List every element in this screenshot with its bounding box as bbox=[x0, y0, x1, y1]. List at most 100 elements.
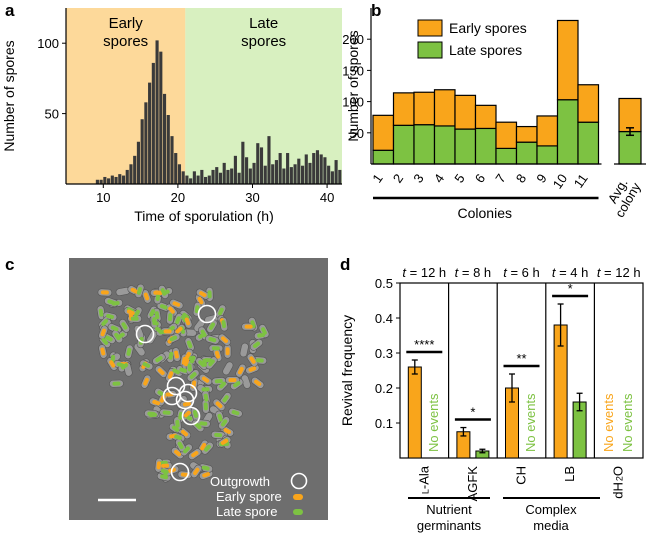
panel-c-micrograph: Outgrowth Early spore Late spore bbox=[69, 258, 328, 520]
histogram-bar bbox=[107, 178, 111, 184]
no-events-late: No events bbox=[523, 393, 538, 452]
histogram-bar bbox=[151, 62, 155, 184]
early-spore bbox=[193, 467, 200, 476]
group-label-complex-line2: media bbox=[533, 518, 569, 533]
early-spore bbox=[197, 296, 204, 305]
histogram-bar bbox=[159, 51, 163, 185]
late-spore bbox=[130, 316, 139, 321]
bar-late-spores bbox=[536, 145, 559, 165]
avg-bar-late-spores bbox=[618, 130, 642, 165]
late-spore bbox=[204, 358, 213, 363]
histogram-bar bbox=[315, 150, 320, 184]
histogram-bar bbox=[200, 169, 204, 184]
late-spore bbox=[126, 347, 132, 356]
late-spore bbox=[220, 419, 228, 427]
colony-tick-label: 1 bbox=[369, 171, 385, 186]
late-spore bbox=[168, 351, 174, 360]
late-spore bbox=[106, 313, 114, 319]
category-label-lala: L-Ala bbox=[416, 465, 431, 494]
early-spore bbox=[225, 347, 230, 356]
panel-a-axes: 10 20 30 40 50 100 bbox=[37, 8, 342, 205]
histogram-bar bbox=[289, 167, 293, 184]
outgrowth-circle bbox=[197, 304, 217, 324]
late-spore bbox=[162, 410, 171, 415]
early-spore bbox=[172, 301, 181, 307]
timepoint-label: t = 6 h bbox=[503, 265, 540, 280]
late-spore bbox=[110, 325, 119, 332]
legend-outgrowth-label: Outgrowth bbox=[210, 474, 270, 489]
histogram-bar bbox=[129, 164, 133, 184]
no-events-early: No events bbox=[601, 393, 616, 452]
histogram-bars bbox=[95, 40, 342, 185]
bar-late-spores bbox=[372, 149, 395, 165]
early-spore bbox=[126, 309, 135, 316]
late-spore bbox=[221, 320, 227, 329]
histogram-bar bbox=[170, 136, 174, 184]
panel-b-stacked-bars: 1 2 3 4 5 6 7 8 9 10 11 50 100 150 200 Early spores La… bbox=[342, 8, 646, 221]
late-spore bbox=[169, 335, 178, 342]
early-spore bbox=[202, 472, 210, 478]
histogram-bar bbox=[174, 153, 178, 184]
lala-rest: -Ala bbox=[416, 465, 431, 489]
bar-early-spores bbox=[495, 121, 518, 150]
category-label-lb: LB bbox=[562, 466, 577, 482]
late-spore bbox=[222, 395, 229, 403]
early-spore bbox=[221, 336, 229, 343]
histogram-bar bbox=[312, 153, 316, 184]
late-spore bbox=[120, 363, 129, 370]
significance-stars: * bbox=[568, 281, 573, 296]
bar-early-spores bbox=[577, 84, 600, 123]
panel-d-y-tick-label: 0.2 bbox=[375, 381, 393, 396]
group-label-nutrient-line1: Nutrient bbox=[426, 502, 472, 517]
early-region-label-line2: spores bbox=[103, 33, 148, 50]
panel-b-y-tick-label: 50 bbox=[350, 126, 364, 141]
late-spore bbox=[233, 381, 241, 388]
histogram-bar bbox=[248, 168, 252, 184]
late-spore bbox=[198, 360, 206, 367]
bar-early-spores bbox=[536, 115, 559, 147]
histogram-bar bbox=[278, 153, 282, 184]
histogram-bar bbox=[99, 179, 103, 184]
colony-tick-label: 2 bbox=[390, 171, 406, 186]
bacterial-cell bbox=[239, 342, 249, 358]
panel-b-y-tick-label: 100 bbox=[342, 95, 364, 110]
colony-tick-label: 3 bbox=[410, 171, 426, 186]
early-spore bbox=[109, 360, 116, 368]
spores bbox=[98, 286, 267, 480]
panel-b-legend: Early spores Late spores bbox=[417, 19, 527, 59]
bar-early-spores bbox=[433, 89, 456, 127]
early-spore bbox=[254, 379, 262, 387]
timepoint-t: t bbox=[552, 265, 557, 280]
histogram-bar bbox=[222, 162, 226, 184]
early-spore bbox=[174, 449, 182, 457]
significance-stars: ** bbox=[516, 351, 526, 366]
early-spore-icon bbox=[293, 494, 303, 500]
histogram-bar bbox=[263, 165, 267, 184]
bar-late-spores bbox=[454, 128, 477, 165]
timepoint-label: t = 12 h bbox=[597, 265, 641, 280]
histogram-bar bbox=[189, 178, 193, 184]
colony-tick-label: 11 bbox=[571, 171, 591, 191]
late-spore bbox=[201, 465, 210, 471]
histogram-bar bbox=[136, 141, 140, 184]
histogram-bar bbox=[110, 175, 114, 184]
early-spore bbox=[156, 461, 162, 470]
histogram-bar bbox=[241, 141, 245, 184]
late-spore bbox=[134, 309, 140, 318]
early-spore bbox=[249, 356, 256, 364]
late-spore bbox=[155, 355, 163, 363]
histogram-bar bbox=[259, 147, 264, 184]
late-spore bbox=[136, 286, 143, 295]
late-spore bbox=[121, 322, 128, 330]
late-spore bbox=[183, 446, 190, 454]
late-spore bbox=[189, 372, 197, 379]
late-spore bbox=[214, 379, 223, 384]
early-spore bbox=[191, 450, 199, 458]
late-spore bbox=[107, 299, 116, 305]
early-spore bbox=[223, 428, 231, 435]
early-spore bbox=[228, 378, 237, 383]
late-spore bbox=[194, 422, 202, 430]
histogram-bar bbox=[125, 169, 129, 184]
bar-late-spores bbox=[515, 141, 538, 165]
early-spore bbox=[157, 368, 165, 376]
